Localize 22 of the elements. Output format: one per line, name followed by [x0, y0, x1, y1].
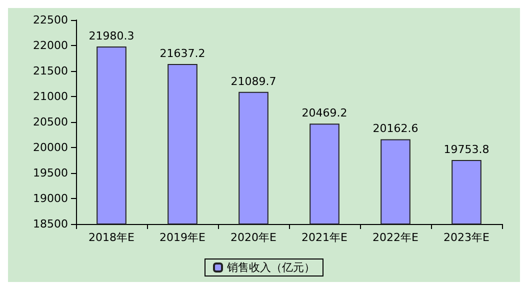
y-tick-label: 19500: [33, 166, 68, 180]
data-label: 19753.8: [444, 143, 490, 156]
data-label: 21980.3: [88, 30, 134, 43]
y-tick-label: 22000: [33, 39, 68, 52]
legend-label: 销售收入（亿元）: [226, 261, 315, 274]
y-tick-label: 20000: [33, 141, 68, 154]
data-label: 21637.2: [160, 47, 206, 60]
data-label: 21089.7: [230, 74, 276, 88]
y-tick-label: 20500: [33, 116, 68, 128]
x-tick-label: 2021年E: [302, 231, 348, 244]
data-label: 20162.6: [372, 122, 418, 136]
x-tick-label: 2019年E: [160, 231, 206, 244]
y-tick-label: 22500: [33, 14, 68, 26]
data-label: 20469.2: [302, 106, 348, 120]
x-tick-label: 2020年E: [230, 231, 277, 244]
x-tick-label: 2023年E: [444, 231, 490, 244]
y-tick-label: 19000: [33, 192, 68, 205]
y-tick-label: 18500: [33, 218, 68, 230]
y-tick-label: 21000: [33, 90, 68, 103]
x-tick-label: 2018年E: [88, 231, 135, 244]
y-tick-label: 21500: [33, 64, 68, 78]
x-tick-label: 2022年E: [372, 231, 419, 244]
